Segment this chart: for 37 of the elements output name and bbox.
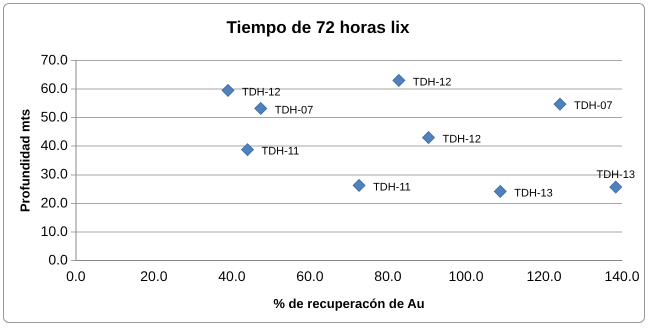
data-label: TDH-13 <box>596 169 636 182</box>
point <box>422 131 435 144</box>
data-label: TDH-12 <box>442 134 482 146</box>
x-tick-label: 120.0 <box>526 268 562 284</box>
x-tick-label: 140.0 <box>604 268 640 284</box>
x-tick-label: 60.0 <box>296 268 324 284</box>
point <box>494 184 507 198</box>
y-tick-label: 0.0 <box>48 251 68 268</box>
y-tick-label: 50.0 <box>40 108 68 124</box>
point <box>222 84 234 97</box>
point <box>609 180 622 194</box>
y-tick-label: 40.0 <box>40 137 68 154</box>
y-tick-label: 20.0 <box>40 194 68 210</box>
y-tick-label: 30.0 <box>40 166 68 182</box>
x-axis-title: % de recuperacón de Au <box>273 296 425 311</box>
point <box>554 98 566 111</box>
x-tick-label: 100.0 <box>448 268 484 284</box>
data-label: TDH-12 <box>412 76 452 88</box>
data-label: TDH-11 <box>261 146 300 158</box>
data-label: TDH-07 <box>574 100 612 112</box>
chart-title: Tiempo de 72 horas lix <box>226 18 410 37</box>
y-tick-label: 70.0 <box>40 51 68 68</box>
point <box>352 178 366 192</box>
x-tick-label: 80.0 <box>374 268 402 284</box>
data-label: TDH-13 <box>514 187 553 200</box>
y-axis-title: Profundidad mts <box>17 108 32 212</box>
y-tick-label: 10.0 <box>40 222 68 239</box>
y-tick-label: 60.0 <box>40 80 68 96</box>
data-label: TDH-07 <box>274 104 314 116</box>
point <box>254 102 268 115</box>
data-label: TDH-12 <box>242 86 281 98</box>
x-tick-label: 20.0 <box>140 268 168 284</box>
x-tick-label: 0.0 <box>66 268 86 284</box>
point <box>241 143 254 156</box>
point <box>392 74 406 87</box>
data-label: TDH-11 <box>373 181 411 194</box>
x-tick-label: 40.0 <box>218 268 246 284</box>
